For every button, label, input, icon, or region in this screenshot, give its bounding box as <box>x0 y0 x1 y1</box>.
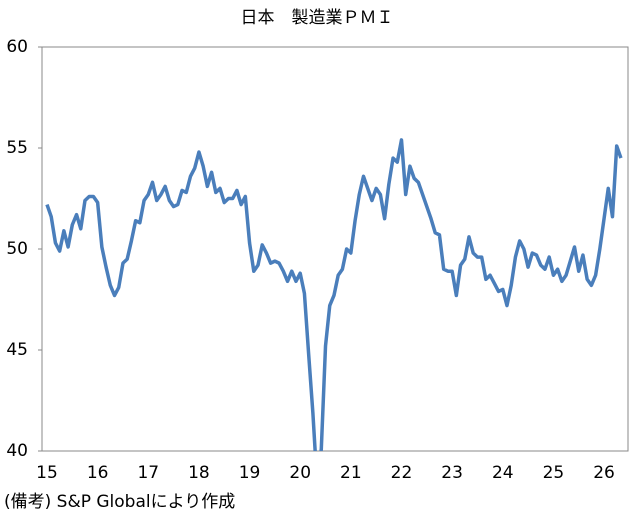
pmi-line <box>45 138 623 451</box>
y-tick-label: 45 <box>6 340 28 360</box>
x-tick-label: 21 <box>340 463 362 483</box>
chart-title: 日本 製造業ＰＭＩ <box>241 8 394 28</box>
x-tick-label: 15 <box>36 463 58 483</box>
x-tick-label: 24 <box>492 463 514 483</box>
source-note: (備考) S&P Globalにより作成 <box>4 492 235 512</box>
x-tick-label: 26 <box>593 463 615 483</box>
x-tick-label: 18 <box>188 463 210 483</box>
y-tick-label: 40 <box>6 441 28 461</box>
y-tick-label: 50 <box>6 239 28 259</box>
y-tick-label: 60 <box>6 37 28 57</box>
x-tick-label: 22 <box>391 463 413 483</box>
x-tick-label: 19 <box>239 463 261 483</box>
x-tick-label: 16 <box>87 463 109 483</box>
x-tick-label: 23 <box>441 463 463 483</box>
x-tick-label: 17 <box>137 463 159 483</box>
y-tick-label: 55 <box>6 138 28 158</box>
x-tick-label: 20 <box>289 463 311 483</box>
x-tick-label: 25 <box>543 463 565 483</box>
